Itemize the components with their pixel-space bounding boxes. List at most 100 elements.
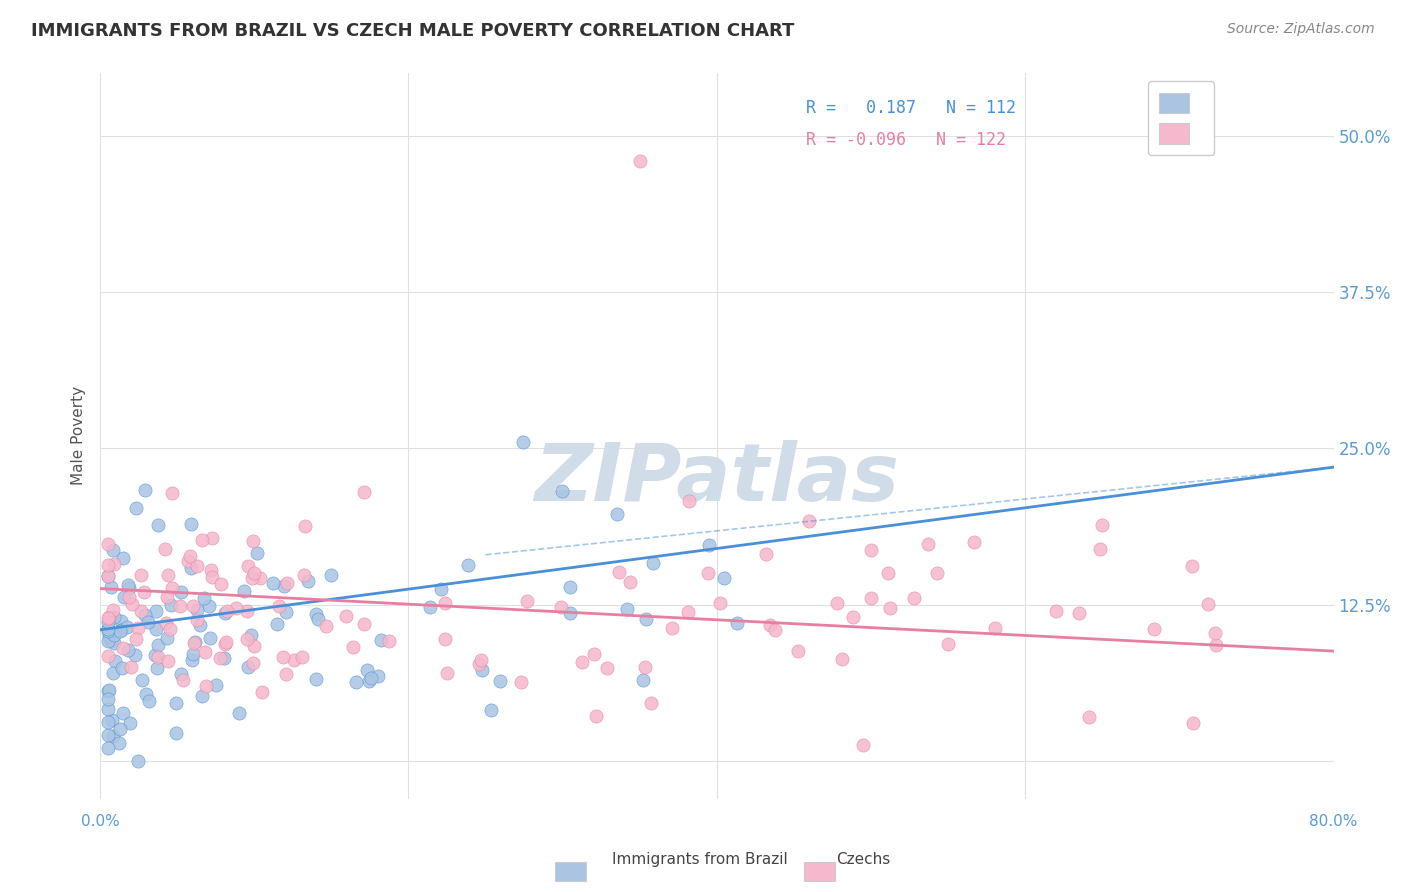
Point [112, 590, 135, 604]
Point [634, 659, 657, 673]
Point [215, 634, 238, 648]
Point [297, 574, 319, 588]
Point [117, 643, 139, 657]
Point [271, 649, 294, 664]
Point [169, 599, 191, 613]
Point [101, 603, 124, 617]
Point [181, 599, 204, 613]
Point [110, 614, 132, 628]
Point [165, 726, 187, 740]
Point [103, 636, 125, 650]
Point [214, 637, 236, 651]
Point [304, 672, 326, 686]
Point [97, 624, 120, 639]
Point [903, 591, 925, 605]
Point [879, 601, 901, 615]
Point [97, 622, 120, 636]
Point [97, 615, 120, 629]
Point [1078, 710, 1101, 724]
Text: Immigrants from Brazil: Immigrants from Brazil [612, 852, 787, 867]
Point [145, 648, 167, 663]
Point [186, 603, 208, 617]
Point [585, 709, 607, 723]
Point [155, 616, 177, 631]
Point [240, 571, 263, 585]
Point [273, 578, 295, 592]
Point [678, 493, 700, 508]
Point [97, 611, 120, 625]
Point [146, 661, 169, 675]
Point [550, 599, 572, 614]
Point [305, 607, 328, 621]
Point [98, 629, 121, 643]
Point [145, 604, 167, 618]
Point [377, 634, 399, 648]
Point [641, 556, 664, 570]
Point [108, 722, 131, 736]
Point [433, 596, 456, 610]
Point [97, 702, 120, 716]
Point [146, 649, 169, 664]
Point [201, 531, 224, 545]
Point [191, 690, 214, 704]
Point [1182, 715, 1205, 730]
Point [238, 559, 260, 574]
Point [120, 659, 142, 673]
Point [246, 546, 269, 560]
Point [107, 737, 129, 751]
Point [134, 607, 156, 622]
Point [236, 604, 259, 618]
Point [725, 615, 748, 630]
Point [232, 584, 254, 599]
Point [135, 687, 157, 701]
Point [307, 612, 329, 626]
Point [550, 483, 572, 498]
Point [360, 671, 382, 685]
Point [962, 534, 984, 549]
Point [344, 674, 367, 689]
Text: ZIPatlas: ZIPatlas [534, 441, 900, 518]
Point [186, 558, 208, 573]
Point [238, 660, 260, 674]
Point [200, 563, 222, 577]
Point [917, 537, 939, 551]
Point [582, 647, 605, 661]
Text: Czechs: Czechs [837, 852, 891, 867]
Point [1090, 518, 1112, 533]
Point [357, 674, 380, 689]
Point [205, 678, 228, 692]
Point [315, 618, 337, 632]
Point [1069, 606, 1091, 620]
Point [571, 656, 593, 670]
Point [212, 651, 235, 665]
Point [283, 653, 305, 667]
Point [117, 620, 139, 634]
Point [111, 660, 134, 674]
Point [1197, 597, 1219, 611]
Point [103, 610, 125, 624]
Point [124, 648, 146, 663]
Point [250, 685, 273, 699]
Point [194, 679, 217, 693]
Point [488, 674, 510, 689]
Point [457, 558, 479, 573]
Point [1090, 542, 1112, 557]
Point [269, 599, 291, 614]
Point [131, 605, 153, 619]
Point [111, 641, 134, 656]
Text: 0.0%: 0.0% [80, 814, 120, 829]
Point [184, 634, 207, 648]
Point [606, 507, 628, 521]
Point [104, 655, 127, 669]
Point [148, 518, 170, 533]
Point [292, 568, 315, 582]
Point [97, 684, 120, 698]
Point [97, 569, 120, 583]
Point [512, 435, 534, 450]
Point [619, 574, 641, 589]
Point [636, 612, 658, 626]
Point [165, 696, 187, 710]
Point [125, 500, 148, 515]
Point [479, 703, 502, 717]
Point [1204, 626, 1226, 640]
